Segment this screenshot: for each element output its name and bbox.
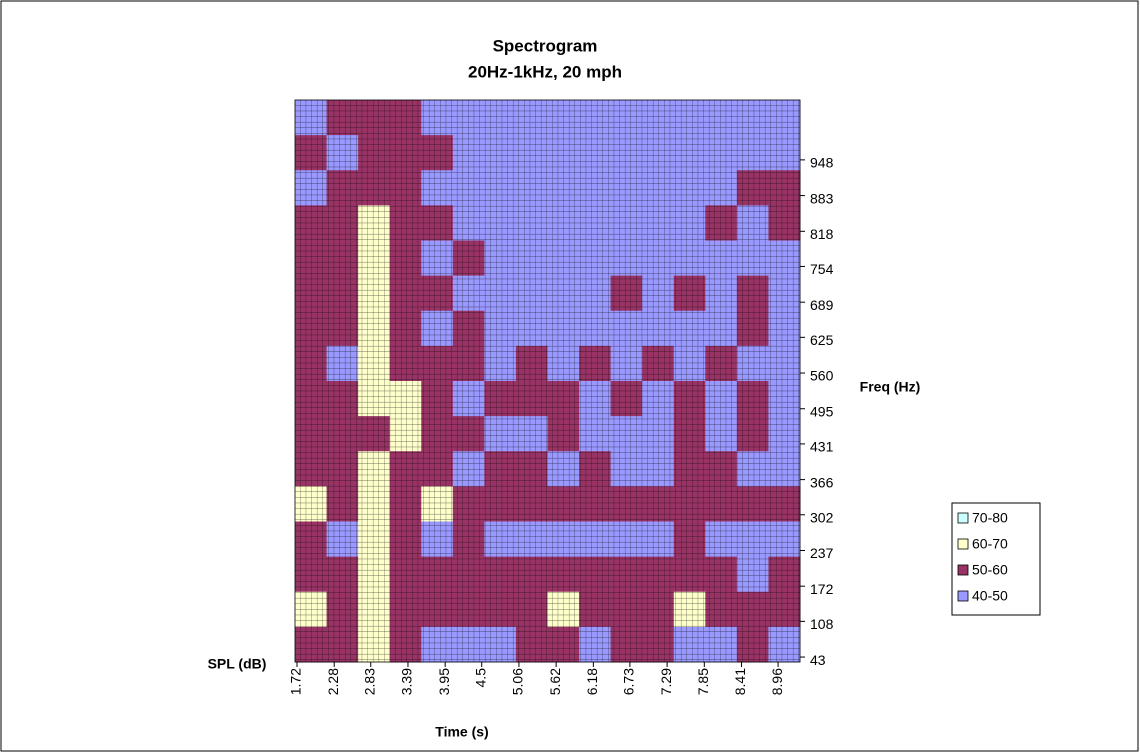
y-tick-label: 883 xyxy=(810,190,834,206)
y-tick-label: 689 xyxy=(810,297,834,313)
y-tick-label: 302 xyxy=(810,509,834,525)
x-tick-label: 2.83 xyxy=(361,668,377,695)
x-tick-label: 6.18 xyxy=(584,668,600,695)
legend-label: 70-80 xyxy=(972,510,1008,526)
x-tick-label: 5.06 xyxy=(510,668,526,695)
chart-subtitle: 20Hz-1kHz, 20 mph xyxy=(468,62,622,81)
x-tick-label: 1.72 xyxy=(288,668,304,695)
y-tick-label: 495 xyxy=(810,403,834,419)
y-tick-label: 237 xyxy=(810,545,834,561)
x-tick-label: 4.5 xyxy=(472,668,488,688)
y-tick-label: 948 xyxy=(810,155,834,171)
y-tick-label: 108 xyxy=(810,616,834,632)
legend-swatch xyxy=(957,512,969,524)
y-tick-label: 43 xyxy=(810,652,826,668)
y-tick-label: 818 xyxy=(810,226,834,242)
y-axis-title: Freq (Hz) xyxy=(860,379,921,395)
x-tick-label: 3.95 xyxy=(436,668,452,695)
x-tick-label: 5.62 xyxy=(547,668,563,695)
x-tick-label: 7.29 xyxy=(658,668,674,695)
y-tick-label: 431 xyxy=(810,439,834,455)
x-tick-label: 2.28 xyxy=(325,668,341,695)
z-axis-title: SPL (dB) xyxy=(208,656,267,672)
legend-label: 40-50 xyxy=(972,588,1008,604)
x-tick-label: 8.96 xyxy=(769,668,785,695)
legend-swatch xyxy=(957,538,969,550)
plot-frame xyxy=(294,99,801,663)
y-tick-label: 366 xyxy=(810,474,834,490)
y-tick-label: 172 xyxy=(810,581,834,597)
x-tick-label: 3.39 xyxy=(399,668,415,695)
x-tick-label: 8.41 xyxy=(732,668,748,695)
y-tick-label: 560 xyxy=(810,368,834,384)
x-tick-label: 6.73 xyxy=(621,668,637,695)
y-tick-label: 625 xyxy=(810,332,834,348)
chart-title: Spectrogram xyxy=(493,36,598,55)
legend-swatch xyxy=(957,564,969,576)
legend-label: 50-60 xyxy=(972,562,1008,578)
x-tick-label: 7.85 xyxy=(695,668,711,695)
legend-label: 60-70 xyxy=(972,536,1008,552)
legend-swatch xyxy=(957,590,969,602)
x-axis-title: Time (s) xyxy=(435,724,488,740)
y-tick-label: 754 xyxy=(810,261,834,277)
surface-mesh xyxy=(295,100,800,662)
